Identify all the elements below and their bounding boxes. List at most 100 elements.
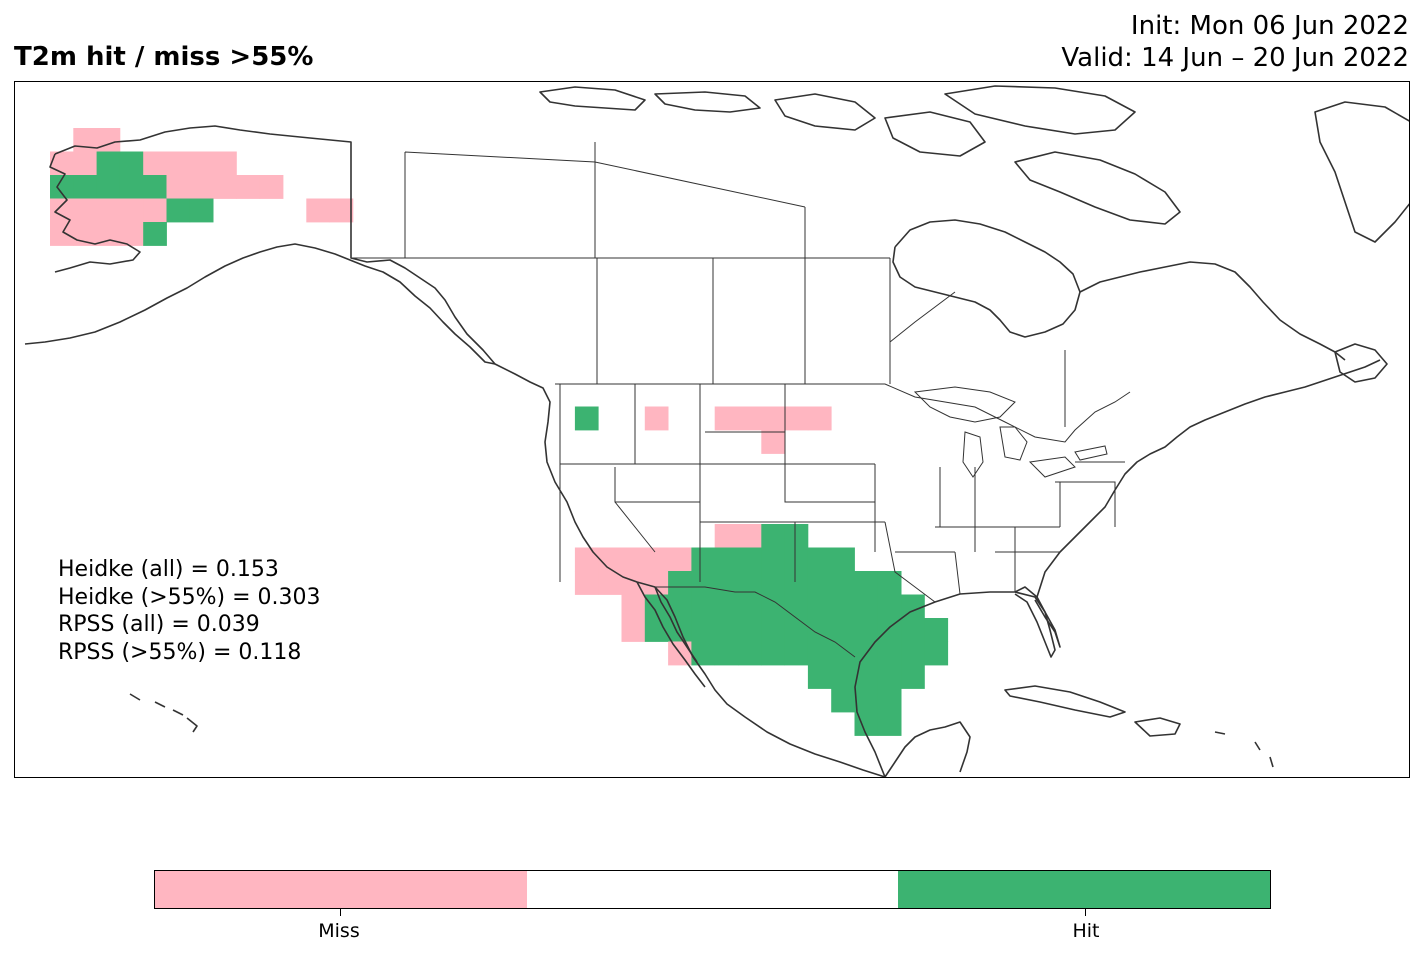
hit-cell [901, 594, 925, 619]
colorbar-miss [155, 871, 527, 908]
hit-cell [143, 222, 167, 246]
hit-cell [831, 571, 855, 595]
miss-cell [50, 198, 74, 223]
hit-cell [807, 594, 832, 619]
miss-cell [644, 547, 669, 572]
hit-cell [784, 594, 809, 619]
miss-cell [761, 406, 785, 431]
miss-cell [644, 406, 669, 431]
miss-cell [644, 571, 669, 595]
hit-cell [644, 594, 669, 619]
baja-california [636, 581, 706, 688]
miss-cell [668, 547, 692, 572]
skill-scores: Heidke (all) = 0.153 Heidke (>55%) = 0.3… [58, 556, 321, 666]
hit-cell [761, 618, 785, 642]
us-mexico-border [655, 586, 856, 658]
alaska-west-coast [49, 153, 141, 273]
arctic-island-1 [539, 86, 646, 111]
hit-cell [807, 547, 832, 572]
hit-cell [691, 571, 716, 595]
hit-cell [831, 547, 855, 572]
miss-cell [189, 151, 214, 176]
miss-cell [73, 151, 97, 176]
miss-cell [259, 175, 284, 199]
miss-cell [714, 524, 739, 548]
us-state-lines [559, 384, 1125, 603]
hit-cell [924, 641, 949, 666]
miss-cell [236, 175, 261, 199]
hit-cell [924, 618, 949, 642]
hit-cell [714, 547, 739, 572]
hit-cell [784, 571, 809, 595]
miss-cell [621, 571, 646, 595]
miss-cell [738, 524, 762, 548]
east-coast [1036, 359, 1381, 598]
hit-cell [668, 594, 692, 619]
canada-provinces [351, 142, 1066, 427]
miss-cell [621, 594, 646, 619]
miss-cell [574, 571, 599, 595]
us-canada-border [555, 383, 1131, 443]
great-lakes [913, 386, 1108, 478]
hit-cell [691, 618, 716, 642]
hit-cell [831, 688, 855, 713]
hit-cell [854, 571, 879, 595]
miss-cell [738, 406, 762, 431]
hit-cell [807, 571, 832, 595]
map-panel [14, 81, 1410, 778]
hit-cell [691, 547, 716, 572]
hit-cell [738, 618, 762, 642]
hit-cell [50, 175, 74, 199]
hit-cell [854, 594, 879, 619]
colorbar-tick-hit [1085, 909, 1086, 916]
baffin-island [1014, 151, 1181, 225]
hit-cell [854, 712, 879, 736]
hit-cell [854, 618, 879, 642]
hit-cell [831, 618, 855, 642]
miss-cell [119, 222, 144, 246]
hit-cell [189, 198, 214, 223]
miss-cell [96, 222, 121, 246]
arctic-island-4 [884, 111, 986, 157]
hit-cell [877, 618, 902, 642]
hit-cell [761, 594, 785, 619]
hit-cell [96, 175, 121, 199]
colorbar-label-miss: Miss [318, 920, 360, 942]
hit-cell [784, 524, 809, 548]
arctic-island-3 [774, 93, 876, 131]
greenland-edge [1314, 101, 1409, 243]
hit-cell [807, 618, 832, 642]
hit-cell [807, 665, 832, 689]
miss-cell [166, 175, 191, 199]
hit-cell [714, 641, 739, 666]
hit-cell [738, 594, 762, 619]
miss-cell [784, 406, 809, 431]
hit-cell [691, 594, 716, 619]
hit-cell [73, 175, 97, 199]
hit-cell [644, 618, 669, 642]
forecast-dates: Init: Mon 06 Jun 2022 Valid: 14 Jun – 20… [1061, 10, 1409, 74]
hit-cell [119, 151, 144, 176]
hit-cell [714, 571, 739, 595]
hit-cell [877, 712, 902, 736]
miss-cell [329, 198, 354, 223]
colorbar-tick-miss [340, 909, 341, 916]
miss-cell [143, 198, 167, 223]
hit-cell [714, 618, 739, 642]
miss-cell [96, 198, 121, 223]
heidke-55: Heidke (>55%) = 0.303 [58, 584, 321, 610]
hit-miss-cells [50, 128, 949, 736]
hit-cell [831, 665, 855, 689]
hit-cell [784, 547, 809, 572]
coastlines [24, 85, 1409, 777]
hit-cell [807, 641, 832, 666]
colorbar [154, 870, 1271, 909]
hit-cell [738, 641, 762, 666]
hit-cell [738, 547, 762, 572]
hit-cell [854, 688, 879, 713]
colorbar-none [526, 871, 899, 908]
hit-cell [761, 524, 785, 548]
miss-cell [761, 430, 785, 454]
hit-cell [877, 665, 902, 689]
miss-cell [189, 175, 214, 199]
